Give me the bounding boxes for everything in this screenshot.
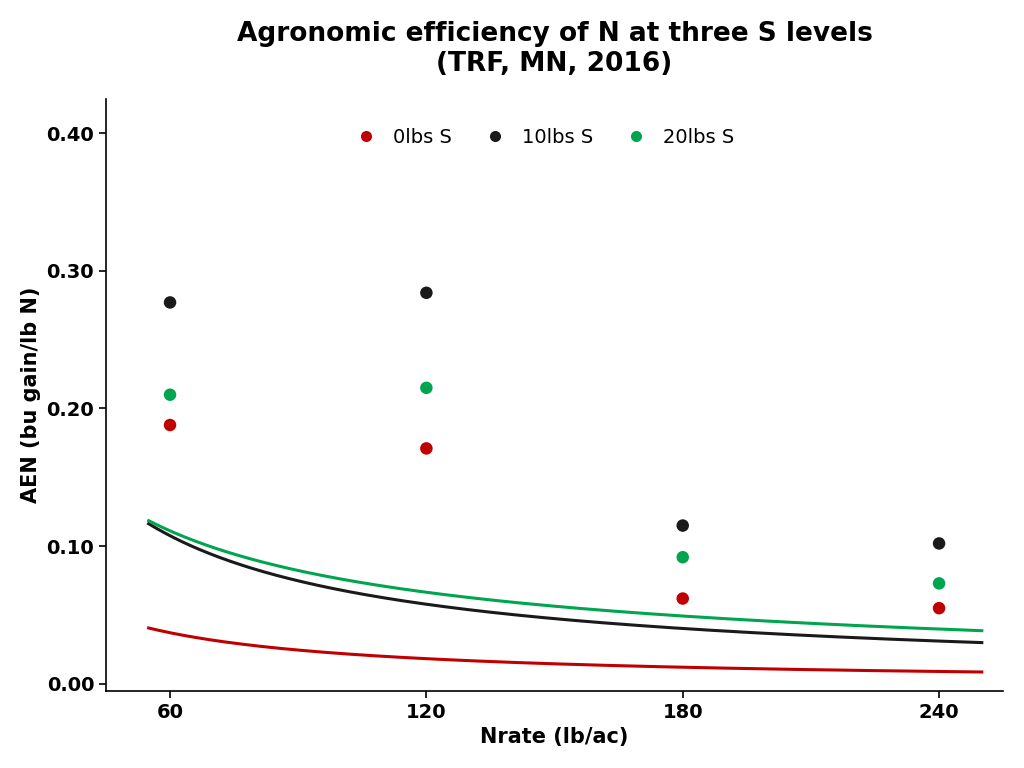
Point [675, 551, 691, 564]
Legend: 0lbs S, 10lbs S, 20lbs S: 0lbs S, 10lbs S, 20lbs S [339, 120, 742, 154]
Point [931, 538, 947, 550]
Point [418, 286, 434, 299]
Y-axis label: AEN (bu gain/lb N): AEN (bu gain/lb N) [20, 286, 41, 503]
Point [418, 442, 434, 455]
Title: Agronomic efficiency of N at three S levels
(TRF, MN, 2016): Agronomic efficiency of N at three S lev… [237, 21, 872, 77]
Point [162, 419, 178, 431]
Point [162, 389, 178, 401]
Point [162, 296, 178, 309]
Point [931, 602, 947, 614]
Point [931, 578, 947, 590]
Point [675, 519, 691, 531]
X-axis label: Nrate (lb/ac): Nrate (lb/ac) [480, 727, 629, 747]
Point [418, 382, 434, 394]
Point [675, 592, 691, 604]
